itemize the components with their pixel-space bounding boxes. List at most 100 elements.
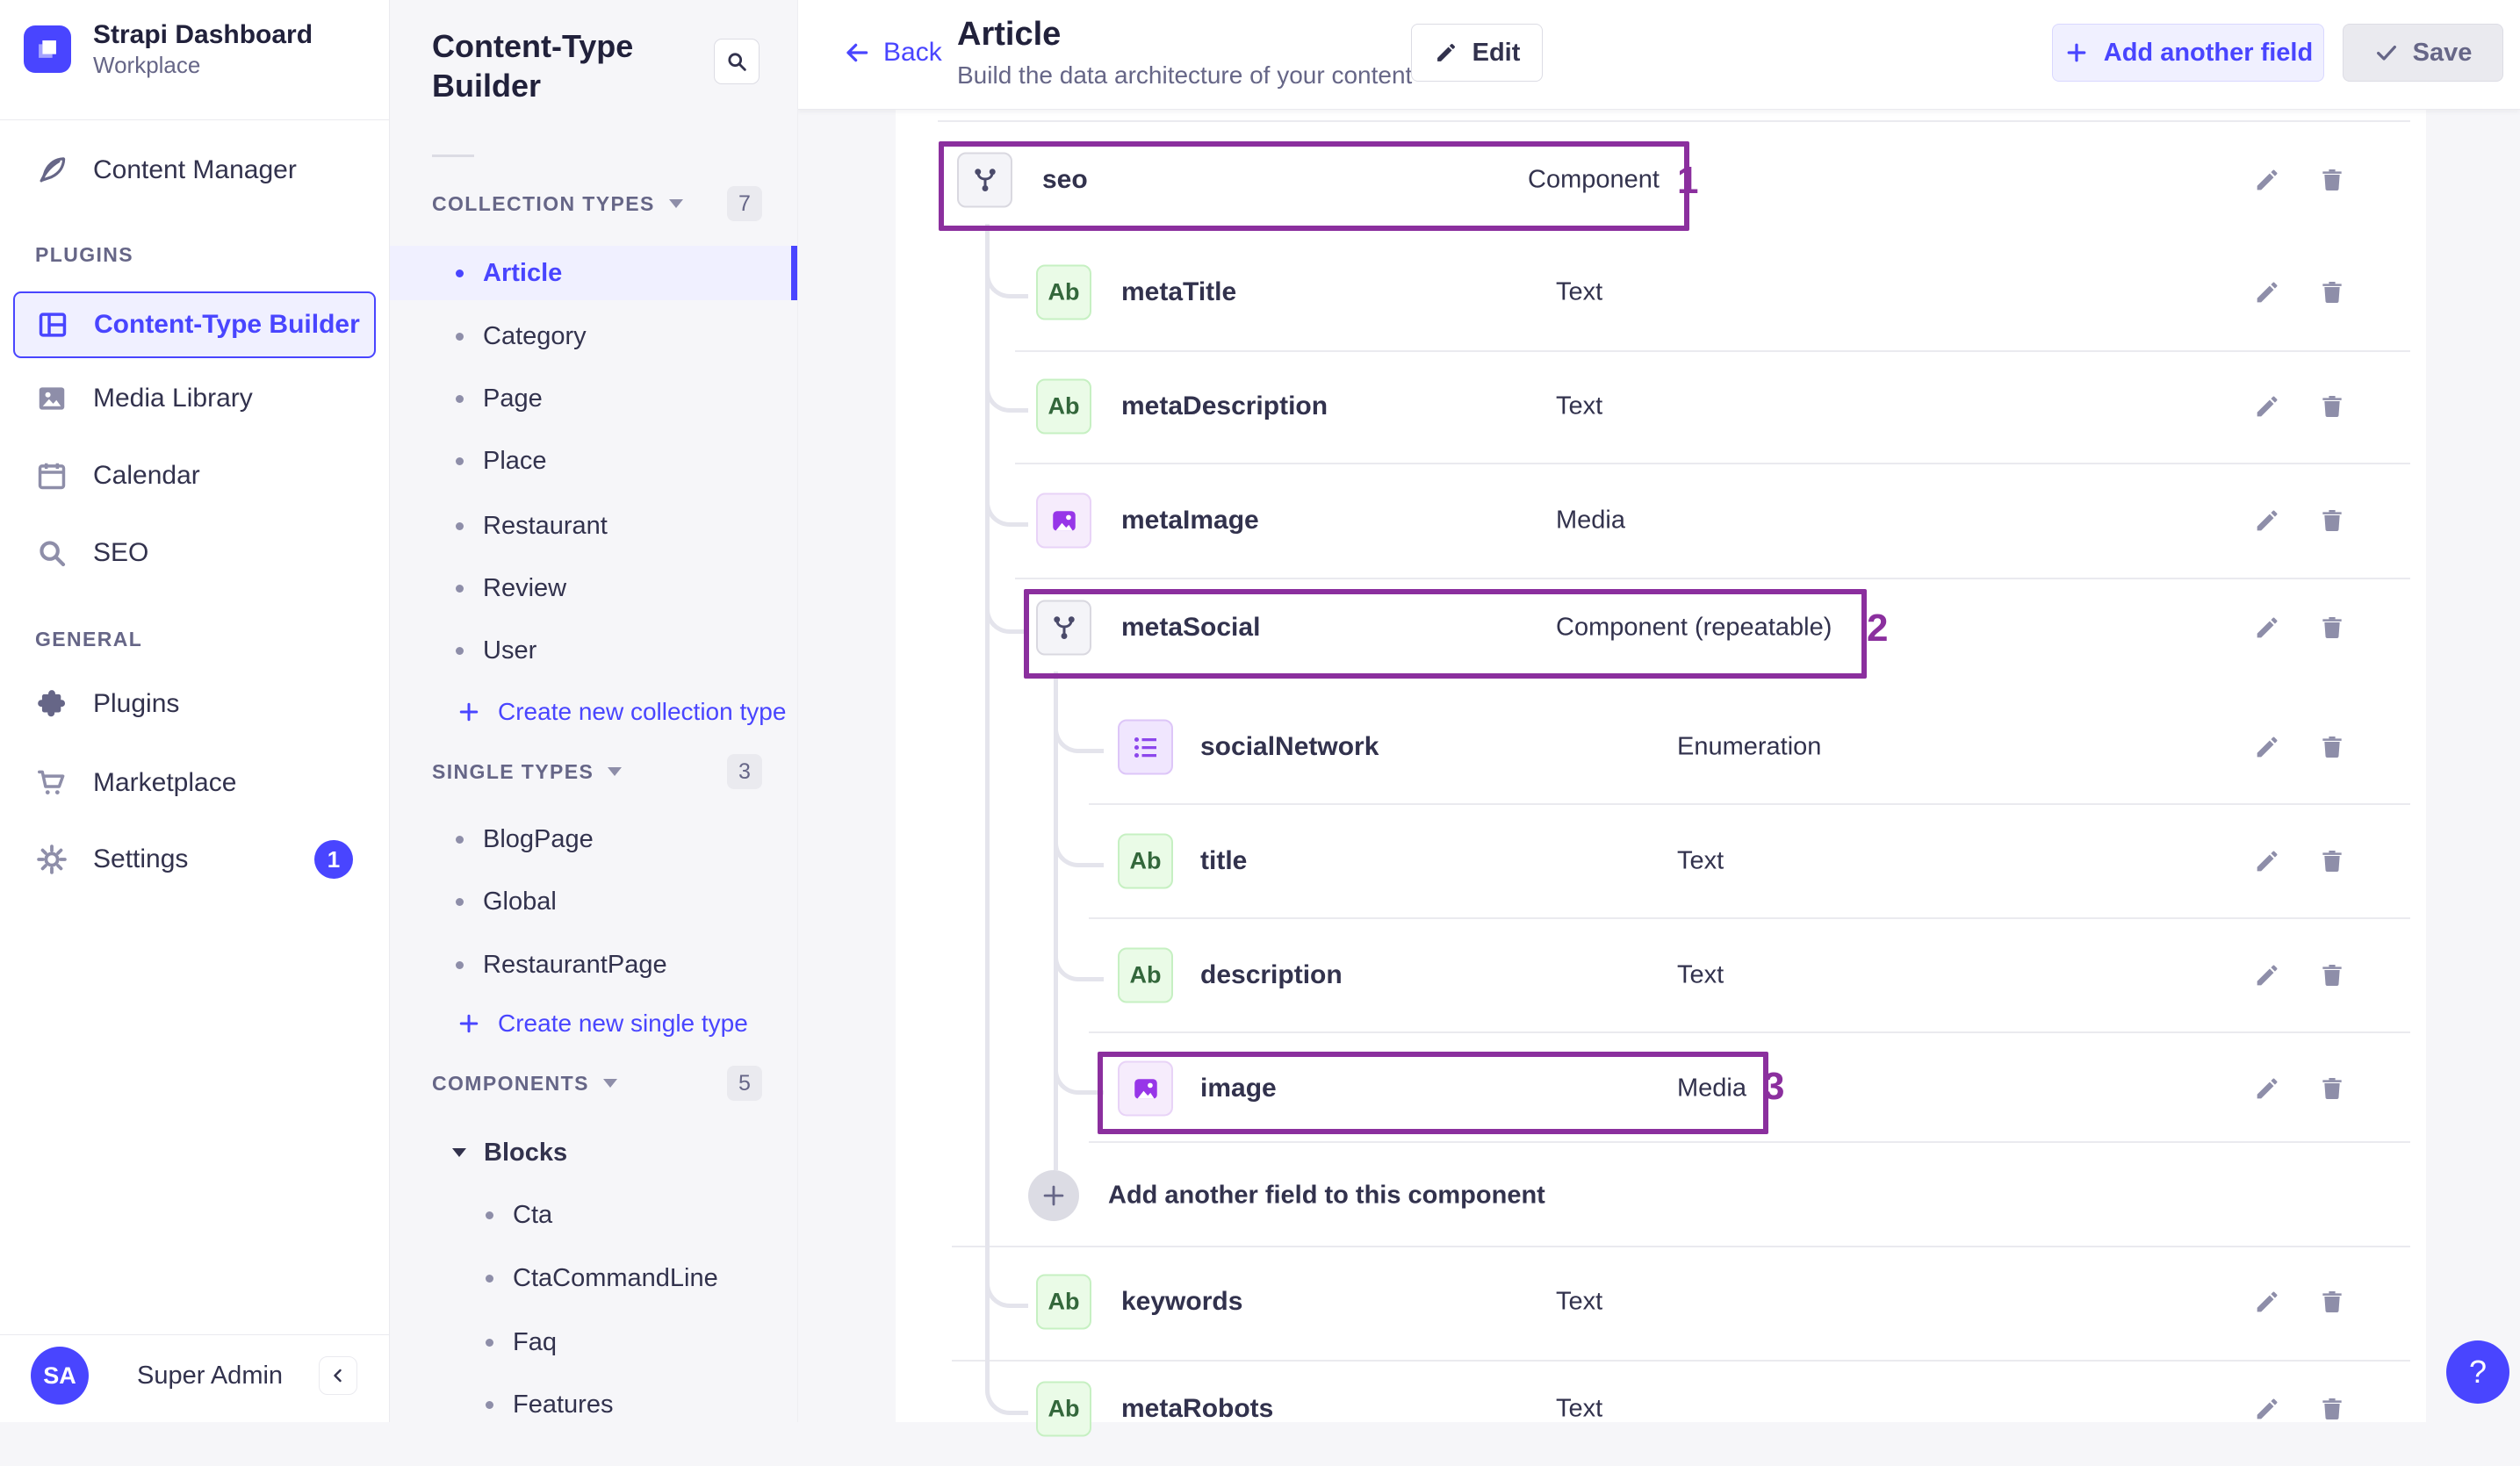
component-features[interactable]: Features xyxy=(389,1377,797,1432)
user-menu[interactable]: SA Super Admin xyxy=(31,1347,283,1405)
components-count: 5 xyxy=(727,1066,762,1101)
component-group-blocks[interactable]: Blocks xyxy=(389,1125,797,1180)
cart-icon xyxy=(35,766,68,800)
sidebar-item-content-type-builder[interactable]: Content-Type Builder xyxy=(13,291,376,358)
collection-type-user[interactable]: User xyxy=(389,623,797,678)
plus-icon xyxy=(456,1010,482,1037)
delete-field-button[interactable] xyxy=(2315,958,2350,993)
plus-icon xyxy=(2063,40,2090,66)
save-button[interactable]: Save xyxy=(2343,24,2503,82)
edit-field-button[interactable] xyxy=(2250,1071,2285,1106)
collection-type-article[interactable]: Article xyxy=(389,246,797,300)
delete-field-button[interactable] xyxy=(2315,389,2350,424)
row-divider xyxy=(1089,1031,2410,1033)
tree-elbow xyxy=(985,347,1028,413)
field-row-keywords: Ab keywords Text xyxy=(896,1245,2426,1359)
edit-field-button[interactable] xyxy=(2250,389,2285,424)
tree-elbow xyxy=(1054,916,1104,981)
text-field-icon: Ab xyxy=(1036,264,1091,320)
edit-field-button[interactable] xyxy=(2250,729,2285,765)
enumeration-field-icon xyxy=(1118,719,1173,775)
bullet-icon xyxy=(456,394,464,403)
delete-field-button[interactable] xyxy=(2315,275,2350,310)
collection-type-place[interactable]: Place xyxy=(389,434,797,488)
single-type-global[interactable]: Global xyxy=(389,874,797,929)
edit-field-button[interactable] xyxy=(2250,503,2285,538)
field-name: metaSocial xyxy=(1121,613,1261,642)
puzzle-icon xyxy=(35,687,68,721)
collapse-sidebar-button[interactable] xyxy=(319,1356,357,1395)
field-type: Component xyxy=(1528,165,1660,194)
add-field-to-component-label[interactable]: Add another field to this component xyxy=(1108,1181,1545,1210)
field-name: keywords xyxy=(1121,1287,1243,1316)
sidebar-item-marketplace[interactable]: Marketplace xyxy=(0,755,389,811)
component-faq[interactable]: Faq xyxy=(389,1315,797,1369)
caret-down-icon xyxy=(668,199,683,208)
bullet-icon xyxy=(456,456,464,465)
add-another-field-button[interactable]: Add another field xyxy=(2052,24,2324,82)
media-field-icon xyxy=(1036,492,1091,549)
tree-elbow xyxy=(1054,687,1104,753)
single-type-restaurantpage[interactable]: RestaurantPage xyxy=(389,938,797,992)
edit-field-button[interactable] xyxy=(2250,162,2285,198)
create-collection-type-link[interactable]: Create new collection type xyxy=(456,685,786,739)
pencil-icon xyxy=(1434,40,1458,65)
add-field-to-component-button[interactable] xyxy=(1028,1170,1079,1221)
delete-field-button[interactable] xyxy=(2315,729,2350,765)
collection-type-restaurant[interactable]: Restaurant xyxy=(389,499,797,553)
sidebar-item-plugins[interactable]: Plugins xyxy=(0,676,389,732)
delete-field-button[interactable] xyxy=(2315,610,2350,645)
create-single-type-link[interactable]: Create new single type xyxy=(456,996,748,1051)
bullet-icon xyxy=(456,332,464,341)
component-ctacommandline[interactable]: CtaCommandLine xyxy=(389,1251,797,1305)
row-divider xyxy=(1089,917,2410,919)
sidebar-item-settings[interactable]: Settings xyxy=(0,831,389,888)
edit-field-button[interactable] xyxy=(2250,1284,2285,1319)
divider xyxy=(432,155,474,157)
field-row-title: Ab title Text xyxy=(896,804,2426,918)
sidebar-item-content-manager[interactable]: Content Manager xyxy=(0,142,389,198)
field-name: metaRobots xyxy=(1121,1394,1274,1423)
magnifier-icon xyxy=(35,536,68,570)
collection-type-category[interactable]: Category xyxy=(389,309,797,363)
collection-type-page[interactable]: Page xyxy=(389,371,797,426)
search-button[interactable] xyxy=(714,39,760,84)
components-header[interactable]: COMPONENTS xyxy=(432,1062,617,1104)
bullet-icon xyxy=(456,835,464,844)
tree-elbow xyxy=(985,1242,1028,1308)
back-link[interactable]: Back xyxy=(843,38,942,68)
delete-field-button[interactable] xyxy=(2315,503,2350,538)
nav-section-plugins: PLUGINS xyxy=(35,243,134,266)
sidebar-item-calendar[interactable]: Calendar xyxy=(0,448,389,504)
field-name: description xyxy=(1200,960,1343,989)
field-name: metaDescription xyxy=(1121,392,1328,420)
sidebar-item-seo[interactable]: SEO xyxy=(0,525,389,581)
bullet-icon xyxy=(456,521,464,530)
edit-field-button[interactable] xyxy=(2250,275,2285,310)
edit-field-button[interactable] xyxy=(2250,958,2285,993)
edit-button[interactable]: Edit xyxy=(1411,24,1543,82)
tree-elbow xyxy=(985,233,1028,298)
delete-field-button[interactable] xyxy=(2315,1284,2350,1319)
sidebar-item-media-library[interactable]: Media Library xyxy=(0,370,389,427)
feather-pen-icon xyxy=(35,154,68,187)
edit-field-button[interactable] xyxy=(2250,610,2285,645)
nav-section-general: GENERAL xyxy=(35,628,143,650)
single-type-blogpage[interactable]: BlogPage xyxy=(389,812,797,866)
delete-field-button[interactable] xyxy=(2315,1071,2350,1106)
delete-field-button[interactable] xyxy=(2315,844,2350,879)
help-button[interactable]: ? xyxy=(2446,1340,2509,1404)
collection-type-review[interactable]: Review xyxy=(389,561,797,615)
single-types-header[interactable]: SINGLE TYPES xyxy=(432,751,623,793)
text-field-icon: Ab xyxy=(1036,378,1091,435)
collection-types-header[interactable]: COLLECTION TYPES xyxy=(432,183,683,225)
row-divider xyxy=(1015,350,2410,352)
edit-field-button[interactable] xyxy=(2250,844,2285,879)
field-name: seo xyxy=(1042,165,1088,194)
delete-field-button[interactable] xyxy=(2315,162,2350,198)
divider xyxy=(0,119,389,120)
edit-field-button[interactable] xyxy=(2250,1391,2285,1426)
component-cta[interactable]: Cta xyxy=(389,1188,797,1242)
delete-field-button[interactable] xyxy=(2315,1391,2350,1426)
chevron-left-icon xyxy=(328,1365,349,1386)
